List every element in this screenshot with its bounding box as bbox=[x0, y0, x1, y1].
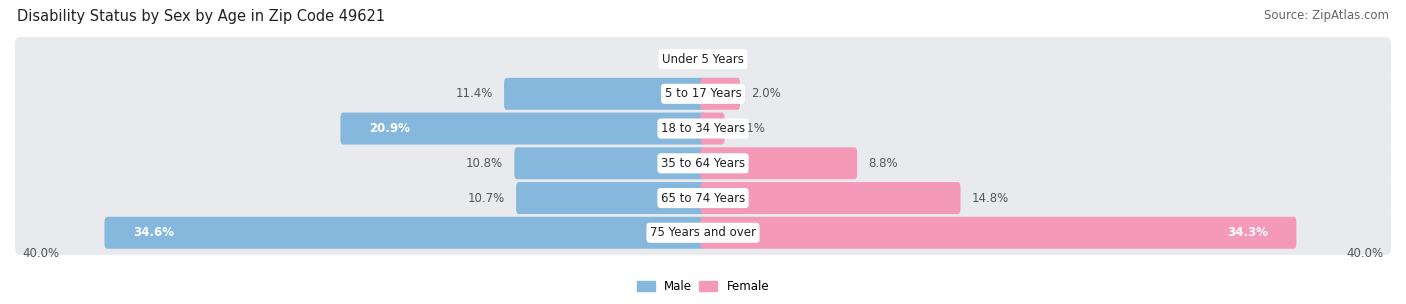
Text: 34.3%: 34.3% bbox=[1227, 226, 1268, 239]
Text: 2.0%: 2.0% bbox=[751, 87, 780, 100]
Text: 34.6%: 34.6% bbox=[134, 226, 174, 239]
FancyBboxPatch shape bbox=[15, 141, 1391, 185]
Text: 40.0%: 40.0% bbox=[1346, 247, 1384, 260]
Text: 10.7%: 10.7% bbox=[468, 192, 505, 205]
Text: 75 Years and over: 75 Years and over bbox=[650, 226, 756, 239]
FancyBboxPatch shape bbox=[516, 182, 706, 214]
Legend: Male, Female: Male, Female bbox=[633, 275, 773, 298]
Text: 0.0%: 0.0% bbox=[717, 53, 747, 66]
FancyBboxPatch shape bbox=[700, 182, 960, 214]
FancyBboxPatch shape bbox=[15, 37, 1391, 81]
Text: 14.8%: 14.8% bbox=[972, 192, 1010, 205]
Text: 10.8%: 10.8% bbox=[465, 157, 503, 170]
FancyBboxPatch shape bbox=[15, 176, 1391, 220]
Text: 40.0%: 40.0% bbox=[22, 247, 60, 260]
Text: Disability Status by Sex by Age in Zip Code 49621: Disability Status by Sex by Age in Zip C… bbox=[17, 9, 385, 24]
FancyBboxPatch shape bbox=[700, 78, 740, 110]
Text: 18 to 34 Years: 18 to 34 Years bbox=[661, 122, 745, 135]
FancyBboxPatch shape bbox=[700, 147, 858, 179]
FancyBboxPatch shape bbox=[505, 78, 706, 110]
FancyBboxPatch shape bbox=[104, 217, 706, 249]
Text: 1.1%: 1.1% bbox=[735, 122, 766, 135]
Text: 35 to 64 Years: 35 to 64 Years bbox=[661, 157, 745, 170]
FancyBboxPatch shape bbox=[515, 147, 706, 179]
Text: Under 5 Years: Under 5 Years bbox=[662, 53, 744, 66]
Text: 65 to 74 Years: 65 to 74 Years bbox=[661, 192, 745, 205]
Text: Source: ZipAtlas.com: Source: ZipAtlas.com bbox=[1264, 9, 1389, 22]
FancyBboxPatch shape bbox=[15, 211, 1391, 255]
Text: 11.4%: 11.4% bbox=[456, 87, 494, 100]
FancyBboxPatch shape bbox=[15, 72, 1391, 116]
FancyBboxPatch shape bbox=[15, 106, 1391, 150]
FancyBboxPatch shape bbox=[340, 112, 706, 144]
Text: 0.0%: 0.0% bbox=[659, 53, 689, 66]
FancyBboxPatch shape bbox=[700, 217, 1296, 249]
Text: 5 to 17 Years: 5 to 17 Years bbox=[665, 87, 741, 100]
Text: 20.9%: 20.9% bbox=[368, 122, 409, 135]
FancyBboxPatch shape bbox=[700, 112, 724, 144]
Text: 8.8%: 8.8% bbox=[869, 157, 898, 170]
